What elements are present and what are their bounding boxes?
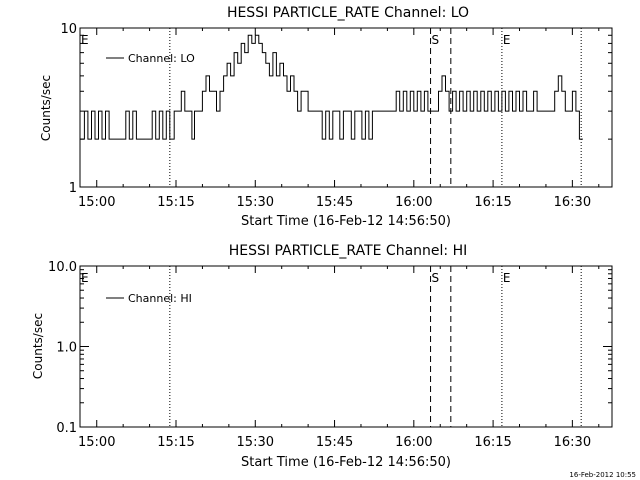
x-tick-label: 16:00	[395, 435, 432, 450]
y-tick-label: 1.0	[56, 341, 77, 356]
x-tick-label: 15:45	[316, 435, 353, 450]
footer-timestamp: 16-Feb-2012 10:55	[569, 471, 636, 479]
x-tick-label: 16:15	[474, 195, 511, 210]
y-tick-label: 1	[69, 181, 77, 196]
x-tick-label: 16:30	[554, 435, 591, 450]
chart-hi-title: HESSI PARTICLE_RATE Channel: HI	[229, 243, 467, 259]
chart-lo-title: HESSI PARTICLE_RATE Channel: LO	[227, 5, 469, 21]
marker-label-E: E	[81, 271, 89, 285]
chart-lo-series-line	[80, 34, 583, 140]
chart-hi-x-label: Start Time (16-Feb-12 14:56:50)	[241, 455, 451, 470]
y-tick-label: 10.0	[48, 260, 77, 275]
chart-lo-y-axis: 1 10	[60, 22, 612, 196]
x-tick-label: 15:00	[78, 195, 115, 210]
chart-lo-y-label: Counts/sec	[39, 75, 53, 141]
marker-label-E: E	[503, 33, 511, 47]
x-tick-label: 15:15	[157, 435, 194, 450]
chart-lo-x-label: Start Time (16-Feb-12 14:56:50)	[241, 214, 451, 229]
chart-lo-legend-label: Channel: LO	[128, 52, 195, 65]
y-tick-label: 10	[60, 22, 77, 37]
x-tick-label: 16:15	[474, 435, 511, 450]
chart-lo-panel: HESSI PARTICLE_RATE Channel: LO E S E 15:0…	[39, 5, 613, 229]
marker-label-S: S	[432, 271, 440, 285]
x-tick-label: 15:30	[237, 195, 274, 210]
x-tick-label: 15:15	[157, 195, 194, 210]
chart-hi-x-axis: 15:00 15:15 15:30 15:45 16:00 16:15 16:30	[78, 266, 600, 450]
chart-hi-legend-label: Channel: HI	[128, 292, 192, 305]
x-tick-label: 15:45	[316, 195, 353, 210]
y-tick-label: 0.1	[56, 421, 77, 436]
chart-hi-y-axis: 0.1 1.0 10.0	[48, 260, 612, 436]
x-tick-label: 16:00	[395, 195, 432, 210]
chart-lo-plot-frame	[79, 27, 613, 188]
x-tick-label: 15:30	[237, 435, 274, 450]
chart-hi-panel: HESSI PARTICLE_RATE Channel: HI E S E 15:0…	[31, 243, 613, 470]
x-tick-label: 16:30	[554, 195, 591, 210]
chart-hi-y-label: Counts/sec	[31, 313, 45, 379]
marker-label-E: E	[81, 33, 89, 47]
marker-label-E: E	[503, 271, 511, 285]
x-tick-label: 15:00	[78, 435, 115, 450]
chart-lo-x-axis: 15:00 15:15 15:30 15:45 16:00 16:15 16:30	[78, 28, 600, 210]
marker-label-S: S	[432, 33, 440, 47]
